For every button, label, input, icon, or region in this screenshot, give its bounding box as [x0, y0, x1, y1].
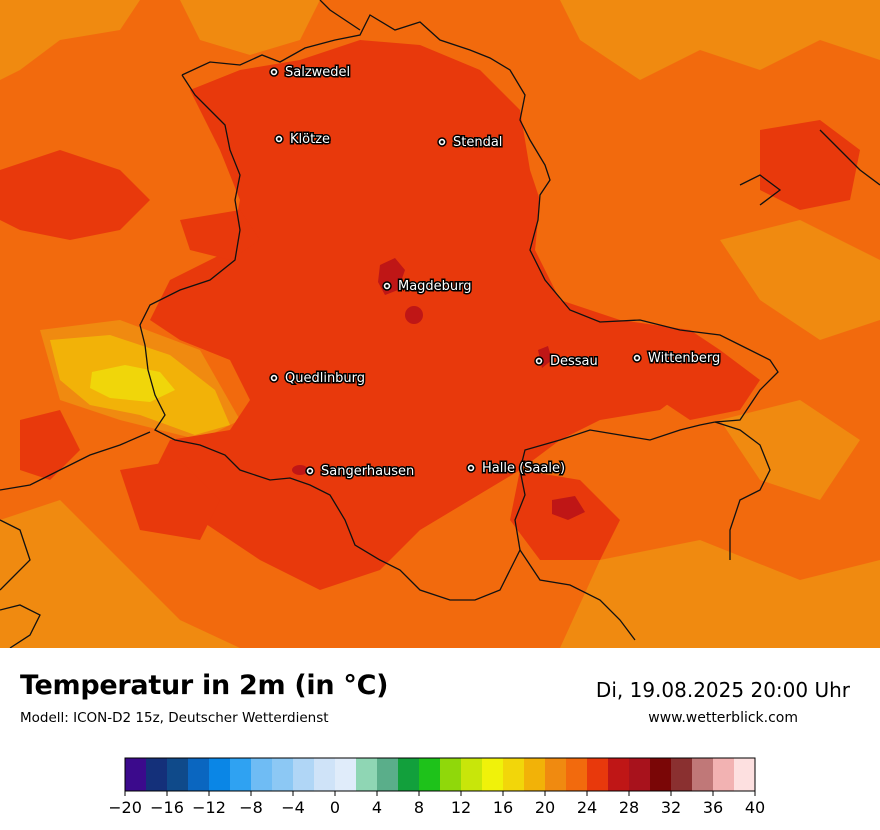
legend-tick-label: 4 — [372, 798, 382, 817]
legend-tick-label: −12 — [192, 798, 226, 817]
city-label: Halle (Saale) — [482, 461, 565, 476]
legend-tick-label: 16 — [493, 798, 513, 817]
legend-swatch — [251, 758, 273, 791]
city-dot-center — [272, 70, 276, 74]
legend-swatch — [398, 758, 420, 791]
legend-tick-label: 36 — [703, 798, 723, 817]
city-dot-center — [537, 359, 541, 363]
temperature-legend: −20 −16 −12 −8 −4 0 4 8 12 16 20 24 28 32 36 40 — [110, 757, 765, 817]
city-label: Stendal — [453, 135, 502, 150]
legend-swatch — [650, 758, 672, 791]
legend-tick-label: 8 — [414, 798, 424, 817]
city-halle-saale: Halle (Saale) — [466, 460, 567, 478]
legend-tick-label: 28 — [619, 798, 639, 817]
legend-swatch — [335, 758, 357, 791]
legend-swatch — [230, 758, 252, 791]
legend-tick-label: 20 — [535, 798, 555, 817]
city-label: Klötze — [290, 132, 330, 147]
legend-swatch — [545, 758, 567, 791]
city-dot-center — [635, 356, 639, 360]
legend-swatch — [587, 758, 609, 791]
city-sangerhausen: Sangerhausen — [305, 463, 416, 481]
city-dessau: Dessau — [534, 353, 599, 371]
legend-tick-label: 24 — [577, 798, 597, 817]
temperature-field-warm — [0, 40, 860, 590]
legend-swatch — [188, 758, 210, 791]
map-footer: Temperatur in 2m (in °C) Modell: ICON-D2… — [0, 648, 880, 830]
legend-swatch — [692, 758, 714, 791]
legend-swatch — [314, 758, 336, 791]
city-label: Magdeburg — [398, 279, 472, 294]
city-klötze: Klötze — [274, 131, 332, 149]
legend-swatch — [734, 758, 756, 791]
legend-tick-label: 32 — [661, 798, 681, 817]
city-magdeburg: Magdeburg — [382, 278, 473, 296]
city-label: Salzwedel — [285, 65, 350, 80]
legend-swatch — [461, 758, 483, 791]
city-dot-center — [440, 140, 444, 144]
legend-swatch — [713, 758, 735, 791]
legend-swatch — [566, 758, 588, 791]
legend-swatch — [167, 758, 189, 791]
model-source: Modell: ICON-D2 15z, Deutscher Wetterdie… — [20, 710, 329, 726]
city-stendal: Stendal — [437, 134, 504, 152]
legend-swatch — [482, 758, 504, 791]
legend-frame — [124, 757, 756, 792]
legend-swatch — [209, 758, 231, 791]
legend-tick-label: 0 — [330, 798, 340, 817]
legend-swatch — [524, 758, 546, 791]
legend-swatch — [125, 758, 147, 791]
state-borders — [0, 0, 880, 648]
city-dot-center — [385, 284, 389, 288]
legend-swatch — [419, 758, 441, 791]
legend-swatch — [671, 758, 693, 791]
legend-swatch — [356, 758, 378, 791]
legend-swatch — [272, 758, 294, 791]
city-salzwedel: Salzwedel — [269, 64, 352, 82]
legend-swatch — [377, 758, 399, 791]
legend-tick-label: 40 — [745, 798, 765, 817]
legend-swatch — [503, 758, 525, 791]
city-dot-center — [272, 376, 276, 380]
legend-tick-label: 12 — [451, 798, 471, 817]
city-label: Quedlinburg — [285, 371, 365, 386]
city-markers: Salzwedel Klötze Stendal Magdeburg Dessau Wit… — [269, 64, 722, 481]
city-wittenberg: Wittenberg — [632, 350, 722, 368]
city-label: Sangerhausen — [321, 464, 414, 479]
legend-tick-label: −4 — [281, 798, 305, 817]
city-dot-center — [277, 137, 281, 141]
city-quedlinburg: Quedlinburg — [269, 370, 367, 388]
legend-tick-label: −8 — [239, 798, 263, 817]
legend-tick-label: −20 — [110, 798, 142, 817]
temperature-field-hot — [292, 258, 585, 520]
temperature-map: Salzwedel Klötze Stendal Magdeburg Dessau Wit… — [0, 0, 880, 648]
legend-swatch — [629, 758, 651, 791]
city-label: Dessau — [550, 354, 598, 369]
legend-swatch — [293, 758, 315, 791]
legend-swatch — [146, 758, 168, 791]
legend-swatch — [440, 758, 462, 791]
legend-swatch — [608, 758, 630, 791]
forecast-datetime: Di, 19.08.2025 20:00 Uhr — [595, 678, 850, 702]
city-label: Wittenberg — [648, 351, 720, 366]
legend-tick-label: −16 — [150, 798, 184, 817]
website-link[interactable]: www.wetterblick.com — [648, 710, 798, 726]
city-dot-center — [308, 469, 312, 473]
map-title: Temperatur in 2m (in °C) — [20, 670, 389, 701]
city-dot-center — [469, 466, 473, 470]
